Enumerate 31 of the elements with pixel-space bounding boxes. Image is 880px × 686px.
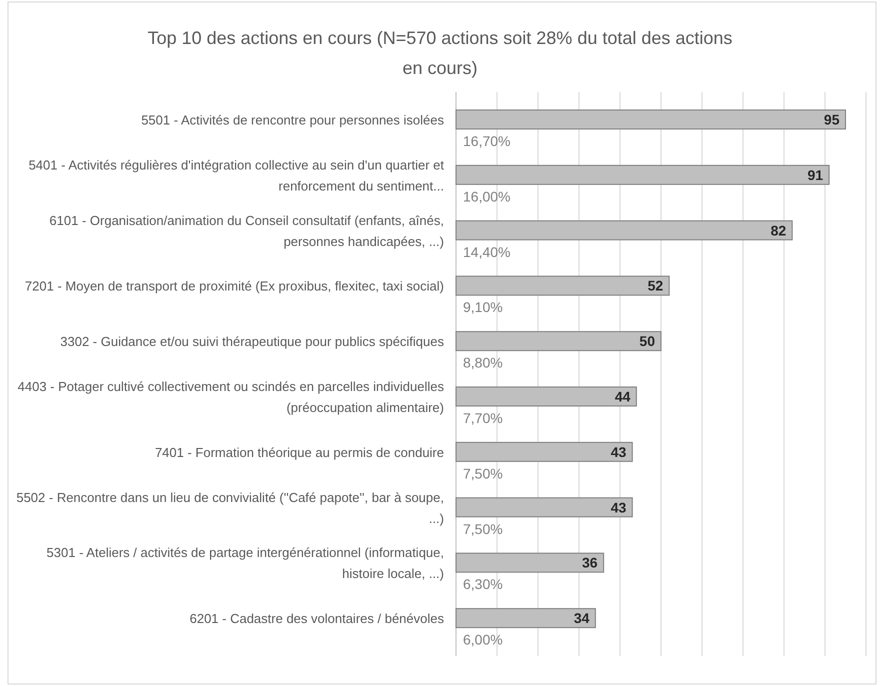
annotation: 16,70% [463,133,510,149]
annotation: 9,10% [463,299,503,316]
y-tick-label: 5301 - Ateliers / activités de partage intergénérationnel (informatique, histoire locale, ...) [46,545,444,582]
y-tick-label: 5501 - Activités de rencontre pour personnes isolées [141,112,444,128]
data-label: 34 [574,610,590,626]
y-tick-label: 3302 - Guidance et/ou suivi thérapeutique pour publics spécifiques [60,334,444,350]
data-label: 82 [770,222,786,238]
y-tick-label: 4403 - Potager cultivé collectivement ou scindés en parcelles individuelles (préoccupation alimentaire) [18,379,444,415]
data-label: 43 [610,444,627,460]
data-label: 43 [610,499,627,516]
y-tick-label: 7401 - Formation théorique au permis de conduire [154,444,444,460]
data-label: 44 [614,388,631,404]
y-tick-label: 5401 - Activités régulières d'intégration collective au sein d'un quartier et renforcement du sentiment... [28,157,444,194]
y-tick-label: 7201 - Moyen de transport de proximité (Ex proxibus, flexitec, taxi social) [24,278,444,294]
annotation: 7,50% [463,465,503,482]
annotation: 6,30% [463,576,503,592]
y-tick-label: 6201 - Cadastre des volontaires / bénévoles [190,611,444,626]
annotation: 14,40% [463,244,510,260]
annotation: 8,80% [463,354,503,371]
data-label: 95 [824,112,840,128]
annotation: 6,00% [463,632,503,648]
annotation: 7,50% [463,520,503,537]
data-label: 52 [648,278,664,294]
chart-title: Top 10 des actions en cours (N=570 actions soit 28% du total des actions en cours) [148,28,732,78]
annotation: 7,70% [463,410,503,426]
data-label: 50 [639,333,656,350]
y-tick-label: 5502 - Rencontre dans un lieu de convivialité (''Café papote'', bar à soupe, ...) [16,490,444,526]
data-label: 36 [582,554,598,571]
y-tick-label: 6101 - Organisation/animation du Conseil consultatif (enfants, aînés, personnes handicapées, ...) [49,212,444,249]
data-label: 91 [808,166,824,183]
annotation: 16,00% [463,188,510,204]
